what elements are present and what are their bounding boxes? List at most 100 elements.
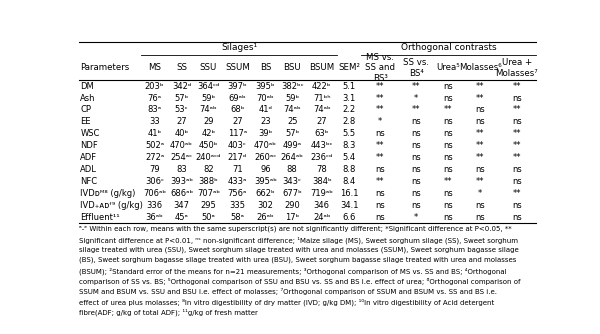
Text: 57ᵇ: 57ᵇ xyxy=(175,94,188,103)
Text: 53ᶜ: 53ᶜ xyxy=(175,106,188,115)
Text: 335: 335 xyxy=(229,201,245,210)
Text: 499ᵃ: 499ᵃ xyxy=(283,141,302,150)
Text: 27: 27 xyxy=(316,117,327,126)
Text: **: ** xyxy=(512,153,521,162)
Text: **: ** xyxy=(476,81,484,91)
Text: **: ** xyxy=(443,106,452,115)
Text: ns: ns xyxy=(475,106,485,115)
Text: effect of urea plus molasses; ⁸In vitro digestibility of dry matter (IVD; g/kg D: effect of urea plus molasses; ⁸In vitro … xyxy=(79,298,494,306)
Text: 403ᶜ: 403ᶜ xyxy=(228,141,247,150)
Text: *: * xyxy=(478,189,482,198)
Text: 59ᵇ: 59ᵇ xyxy=(285,94,299,103)
Text: 272ᵃ: 272ᵃ xyxy=(145,153,164,162)
Text: ns: ns xyxy=(376,129,385,138)
Text: ns: ns xyxy=(412,165,421,174)
Text: 29: 29 xyxy=(203,117,214,126)
Text: 8.3: 8.3 xyxy=(343,141,356,150)
Text: 36ᵃᵇ: 36ᵃᵇ xyxy=(146,213,164,222)
Text: **: ** xyxy=(512,141,521,150)
Text: ns: ns xyxy=(512,94,521,103)
Text: 78: 78 xyxy=(316,165,327,174)
Text: **: ** xyxy=(376,106,385,115)
Text: 5.1: 5.1 xyxy=(343,81,356,91)
Text: ns: ns xyxy=(443,189,452,198)
Text: ns: ns xyxy=(512,213,521,222)
Text: ns: ns xyxy=(376,213,385,222)
Text: 347: 347 xyxy=(173,201,190,210)
Text: 83ᵃ: 83ᵃ xyxy=(148,106,161,115)
Text: comparison of SS vs. BS; ⁵Orthogonal comparison of SSU and BSU vs. SS and BS i.e: comparison of SS vs. BS; ⁵Orthogonal com… xyxy=(79,278,520,285)
Text: 39ᵇ: 39ᵇ xyxy=(258,129,272,138)
Text: 17ᵇ: 17ᵇ xyxy=(285,213,299,222)
Text: CP: CP xyxy=(80,106,91,115)
Text: 364ᶜᵈ: 364ᶜᵈ xyxy=(197,81,220,91)
Text: 393ᵃᵇ: 393ᵃᵇ xyxy=(170,177,193,186)
Text: ns: ns xyxy=(512,117,521,126)
Text: 96: 96 xyxy=(260,165,271,174)
Text: ns: ns xyxy=(443,165,452,174)
Text: 27: 27 xyxy=(176,117,187,126)
Text: **: ** xyxy=(476,129,484,138)
Text: **: ** xyxy=(376,141,385,150)
Text: SSUM and BSUM vs. SSU and BSU i.e. effect of molasses; ⁷Orthogonal comparison of: SSUM and BSUM vs. SSU and BSU i.e. effec… xyxy=(79,288,497,295)
Text: ns: ns xyxy=(443,117,452,126)
Text: 306ᶜ: 306ᶜ xyxy=(145,177,164,186)
Text: 302: 302 xyxy=(257,201,273,210)
Text: 240ᵃᶜᵈ: 240ᵃᶜᵈ xyxy=(196,153,221,162)
Text: Effluent¹¹: Effluent¹¹ xyxy=(80,213,120,222)
Text: ns: ns xyxy=(412,117,421,126)
Text: **: ** xyxy=(376,94,385,103)
Text: 82: 82 xyxy=(203,165,214,174)
Text: 395ᵇ: 395ᵇ xyxy=(256,81,275,91)
Text: 5.5: 5.5 xyxy=(343,129,356,138)
Text: **: ** xyxy=(443,177,452,186)
Text: 41ᵇ: 41ᵇ xyxy=(148,129,161,138)
Text: 57ᵇ: 57ᵇ xyxy=(285,129,299,138)
Text: 83: 83 xyxy=(176,165,187,174)
Text: 33: 33 xyxy=(149,117,160,126)
Text: ns: ns xyxy=(443,81,452,91)
Text: silage treated with urea (SSU), Sweet sorghum silage treated with urea and molas: silage treated with urea (SSU), Sweet so… xyxy=(79,246,518,253)
Text: 42ᵇ: 42ᵇ xyxy=(202,129,215,138)
Text: 433ᵃ: 433ᵃ xyxy=(227,177,247,186)
Text: 26ᵃᵇ: 26ᵃᵇ xyxy=(257,213,274,222)
Text: BS: BS xyxy=(260,63,271,72)
Text: **: ** xyxy=(512,189,521,198)
Text: **: ** xyxy=(476,177,484,186)
Text: Molasses⁶: Molasses⁶ xyxy=(458,63,501,72)
Text: 677ᵇ: 677ᵇ xyxy=(283,189,302,198)
Text: 69ᵃᵇ: 69ᵃᵇ xyxy=(229,94,246,103)
Text: 422ᵇ: 422ᵇ xyxy=(312,81,331,91)
Text: NFC: NFC xyxy=(80,177,98,186)
Text: 27: 27 xyxy=(232,117,242,126)
Text: Parameters: Parameters xyxy=(80,63,130,72)
Text: SS: SS xyxy=(176,63,187,72)
Text: 384ᵇ: 384ᵇ xyxy=(312,177,332,186)
Text: ns: ns xyxy=(512,165,521,174)
Text: *: * xyxy=(414,213,418,222)
Text: 450ᵇ: 450ᵇ xyxy=(199,141,218,150)
Text: ns: ns xyxy=(475,117,485,126)
Text: (BSUM); ²Standard error of the means for n=21 measurements; ³Orthogonal comparis: (BSUM); ²Standard error of the means for… xyxy=(79,267,506,275)
Text: **: ** xyxy=(512,129,521,138)
Text: ns: ns xyxy=(512,201,521,210)
Text: 6.6: 6.6 xyxy=(343,213,356,222)
Text: 74ᵃᵇ: 74ᵃᵇ xyxy=(283,106,301,115)
Text: 76ᵃ: 76ᵃ xyxy=(148,94,161,103)
Text: ADL: ADL xyxy=(80,165,97,174)
Text: 395ᵃᵇ: 395ᵃᵇ xyxy=(254,177,277,186)
Text: 2.8: 2.8 xyxy=(343,117,356,126)
Text: 236ᶜᵈ: 236ᶜᵈ xyxy=(311,153,333,162)
Text: ADF: ADF xyxy=(80,153,98,162)
Text: **: ** xyxy=(476,153,484,162)
Text: NDF: NDF xyxy=(80,141,98,150)
Text: Ash: Ash xyxy=(80,94,96,103)
Text: 470ᵃᵇ: 470ᵃᵇ xyxy=(170,141,193,150)
Text: 24ᵃᵇ: 24ᵃᵇ xyxy=(313,213,331,222)
Text: 756ᵃ: 756ᵃ xyxy=(227,189,247,198)
Text: 342ᵈ: 342ᵈ xyxy=(172,81,191,91)
Text: ᵃ-ᵉ Within each row, means with the same superscript(s) are not significantly di: ᵃ-ᵉ Within each row, means with the same… xyxy=(79,226,511,232)
Text: Significant difference at P<0.01, ⁿˢ non-significant difference; ¹Maize silage (: Significant difference at P<0.01, ⁿˢ non… xyxy=(79,236,518,243)
Text: 8.8: 8.8 xyxy=(343,165,356,174)
Text: 40ᵇ: 40ᵇ xyxy=(175,129,188,138)
